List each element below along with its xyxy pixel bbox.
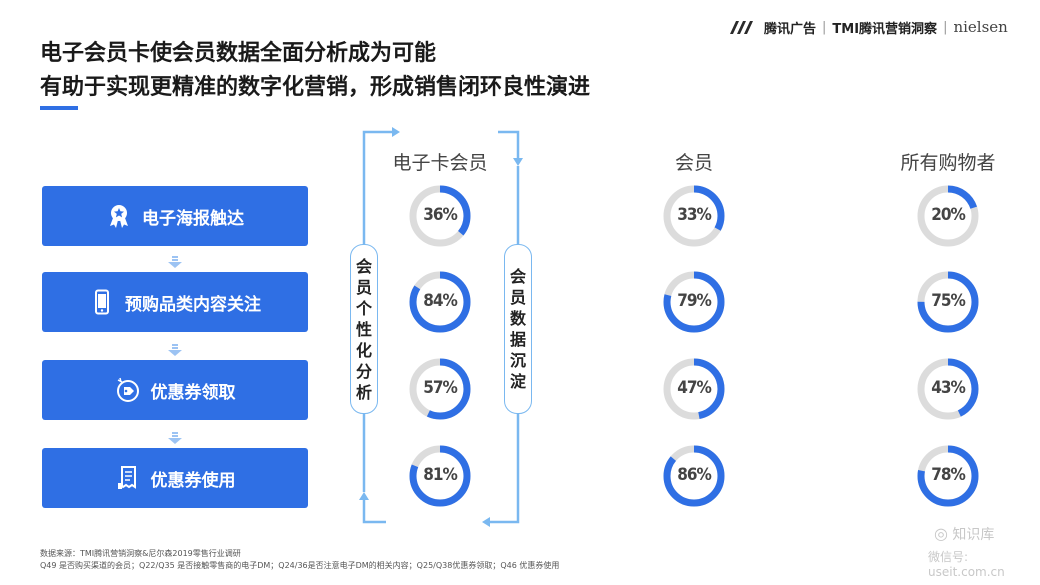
pill-char: 会 <box>509 267 526 286</box>
donut-arc-2-3 <box>917 445 979 507</box>
logo-separator-2: | <box>943 19 948 35</box>
pill-char: 个 <box>355 298 372 318</box>
coupon-tag-icon <box>116 377 139 402</box>
watermark-name: ◎ 知识库 <box>934 524 994 544</box>
donut-arc-2-0 <box>917 185 979 247</box>
smartphone-icon <box>95 289 109 315</box>
donut-arc-1-0 <box>663 185 725 247</box>
step-poster-reach: 电子海报触达 <box>42 186 308 246</box>
donut-value-label: 43% <box>931 378 966 398</box>
down-arrow-icon <box>168 256 182 268</box>
pill-member-personal-analysis: 会 员 个 性 化 分 析 <box>350 244 378 414</box>
pill-char: 员 <box>355 277 372 297</box>
donut-arc-0-2 <box>409 358 471 420</box>
logo-brand: 腾讯广告 <box>764 21 817 37</box>
watermark-name-text: 知识库 <box>952 527 995 543</box>
pill-char: 性 <box>355 319 372 339</box>
donut-arc-0-0 <box>409 185 471 247</box>
pill-char: 析 <box>355 382 372 402</box>
donut-value-label: 75% <box>931 291 966 311</box>
donut-arc-1-2 <box>663 358 725 420</box>
pill-char: 会 <box>355 256 372 276</box>
pill-char: 据 <box>509 330 526 349</box>
pill-char: 分 <box>355 361 372 381</box>
donut-arc-0-3 <box>409 445 471 507</box>
donut-value-label: 78% <box>931 465 966 485</box>
page-title-line2: 有助于实现更精准的数字化营销，形成销售闭环良性演进 <box>40 75 591 100</box>
step-label: 优惠券领取 <box>150 382 236 403</box>
header-logo: 腾讯广告 | TMI腾讯营销洞察 | nielsen <box>728 16 1008 38</box>
logo-separator: | <box>822 19 827 35</box>
donut-value-label: 79% <box>677 291 712 311</box>
award-ribbon-icon <box>110 205 128 228</box>
donut-value-label: 86% <box>677 465 712 485</box>
wechat-icon: ◎ <box>934 524 948 543</box>
pill-char: 数 <box>509 309 526 328</box>
donut-value-label: 47% <box>677 378 712 398</box>
step-label: 优惠券使用 <box>150 470 236 491</box>
pill-char: 化 <box>355 340 372 360</box>
tencent-ads-logo-icon <box>730 21 753 34</box>
donut-value-label: 36% <box>423 205 458 225</box>
pill-member-data-accumulation: 会 员 数 据 沉 淀 <box>504 244 532 414</box>
step-coupon-use: 优惠券使用 <box>42 448 308 508</box>
donut-arc-1-1 <box>663 271 725 333</box>
watermark-wechat: 微信号: useit.com.cn <box>928 550 1005 579</box>
logo-partner: TMI腾讯营销洞察 <box>832 21 938 37</box>
down-arrow-icon <box>168 344 182 356</box>
column-header-all-shoppers: 所有购物者 <box>900 152 996 174</box>
column-header-members: 会员 <box>674 152 713 174</box>
step-label: 电子海报触达 <box>142 208 244 229</box>
step-coupon-receive: 优惠券领取 <box>42 360 308 420</box>
step-label: 预购品类内容关注 <box>125 294 261 315</box>
donut-arc-0-1 <box>409 271 471 333</box>
donut-value-label: 84% <box>423 291 458 311</box>
donut-value-label: 57% <box>423 378 458 398</box>
receipt-icon <box>117 466 136 489</box>
title-underline <box>40 106 78 110</box>
pill-char: 员 <box>509 288 526 307</box>
donut-value-label: 20% <box>931 205 966 225</box>
footer-source: 数据来源：TMI腾讯营销洞察&尼尔森2019零售行业调研 <box>40 549 241 558</box>
pill-char: 淀 <box>509 372 526 391</box>
column-header-ecard-members: 电子卡会员 <box>392 152 488 174</box>
donut-arc-1-3 <box>663 445 725 507</box>
footer-notes: Q49 是否购买渠道的会员；Q22/Q35 是否接触零售商的电子DM；Q24/3… <box>40 561 560 570</box>
donut-arc-2-2 <box>917 358 979 420</box>
down-arrow-icon <box>168 432 182 444</box>
step-category-attention: 预购品类内容关注 <box>42 272 308 332</box>
donut-arc-2-1 <box>917 271 979 333</box>
donut-value-label: 81% <box>423 465 458 485</box>
page-title-line1: 电子会员卡使会员数据全面分析成为可能 <box>40 41 437 66</box>
donut-value-label: 33% <box>677 205 712 225</box>
logo-nielsen: nielsen <box>953 18 1008 36</box>
pill-char: 沉 <box>509 351 526 370</box>
